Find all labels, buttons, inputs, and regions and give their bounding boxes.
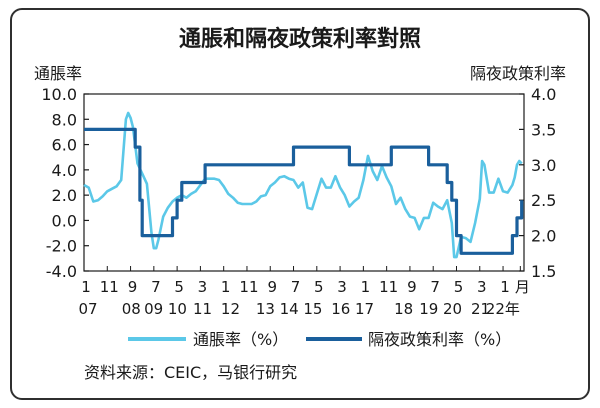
chart-frame — [10, 8, 590, 400]
right-tick-label: 2.0 — [531, 227, 556, 246]
source-note: 资料来源：CEIC，马银行研究 — [84, 363, 297, 382]
x-year-label: 21 — [471, 300, 490, 318]
x-month-label: 3 — [477, 278, 487, 296]
x-year-label: 11 — [193, 300, 212, 318]
x-axis-labels: 1 11 9 7 5 3 1 11 9 7 5 3 1 11 9 7 5 3 1 月07 08 09 10 11 12 13 14 1… — [78, 266, 530, 318]
x-month-label: 5 — [314, 278, 324, 296]
x-month-label: 5 — [454, 278, 464, 296]
left-tick-label: 0.0 — [52, 211, 77, 230]
x-year-label: 07 — [78, 300, 97, 318]
x-year-label: 20 — [443, 300, 462, 318]
right-tick-label: 3.0 — [531, 156, 556, 175]
right-tick-label: 1.5 — [531, 262, 556, 281]
x-year-label: 13 — [256, 300, 275, 318]
right-tick-label: 3.5 — [531, 120, 556, 139]
x-year-label: 15 — [303, 300, 322, 318]
x-month-label: 11 — [379, 278, 398, 296]
x-year-label: 14 — [280, 300, 299, 318]
x-month-label: 3 — [198, 278, 208, 296]
x-month-label: 11 — [100, 278, 119, 296]
right-tick-label: 2.5 — [531, 191, 556, 210]
x-year-label: 19 — [419, 300, 438, 318]
axis-ticks: 10.0 8.0 6.0 4.0 2.0 0.0 -2.0 -4.0 4.0 3.5 3.0 2.5 2… — [41, 85, 556, 281]
left-tick-label: 6.0 — [52, 136, 77, 155]
x-month-label: 1 — [221, 278, 231, 296]
x-month-label: 1 — [81, 278, 91, 296]
series-lines — [83, 111, 524, 259]
inflation-line — [83, 111, 523, 259]
left-tick-label: 2.0 — [52, 186, 77, 205]
x-month-label: 7 — [151, 278, 161, 296]
left-tick-label: -2.0 — [46, 237, 77, 256]
right-tick-label: 4.0 — [531, 85, 556, 104]
x-year-label: 08 — [122, 300, 141, 318]
right-axis-label: 隔夜政策利率 — [470, 64, 566, 83]
chart-title: 通脹和隔夜政策利率對照 — [179, 26, 421, 52]
x-year-label: 12 — [221, 300, 240, 318]
legend-label-policy-rate: 隔夜政策利率（%） — [368, 330, 511, 349]
x-month-label: 7 — [430, 278, 440, 296]
x-month-label: 7 — [291, 278, 301, 296]
x-month-label: 9 — [128, 278, 138, 296]
x-month-label: 3 — [337, 278, 347, 296]
x-year-label: 22年 — [486, 300, 520, 318]
x-year-label: 10 — [168, 300, 187, 318]
legend-label-inflation: 通脹率（%） — [193, 330, 288, 349]
policy-rate-line — [84, 127, 524, 255]
x-year-label: 09 — [144, 300, 163, 318]
plot-area — [83, 93, 525, 272]
x-month-label: 9 — [267, 278, 277, 296]
x-month-label: 5 — [174, 278, 184, 296]
x-year-label: 17 — [355, 300, 374, 318]
x-month-label: 1 — [361, 278, 371, 296]
x-month-label: 11 — [239, 278, 258, 296]
left-tick-label: 4.0 — [52, 161, 77, 180]
x-year-label: 18 — [394, 300, 413, 318]
left-tick-label: 10.0 — [41, 85, 77, 104]
x-month-label: 月 — [515, 278, 530, 296]
x-month-label: 1 — [500, 278, 510, 296]
x-month-label: 9 — [407, 278, 417, 296]
left-tick-label: -4.0 — [46, 262, 77, 281]
left-tick-label: 8.0 — [52, 110, 77, 129]
x-year-label: 16 — [331, 300, 350, 318]
left-axis-label: 通脹率 — [34, 64, 82, 83]
